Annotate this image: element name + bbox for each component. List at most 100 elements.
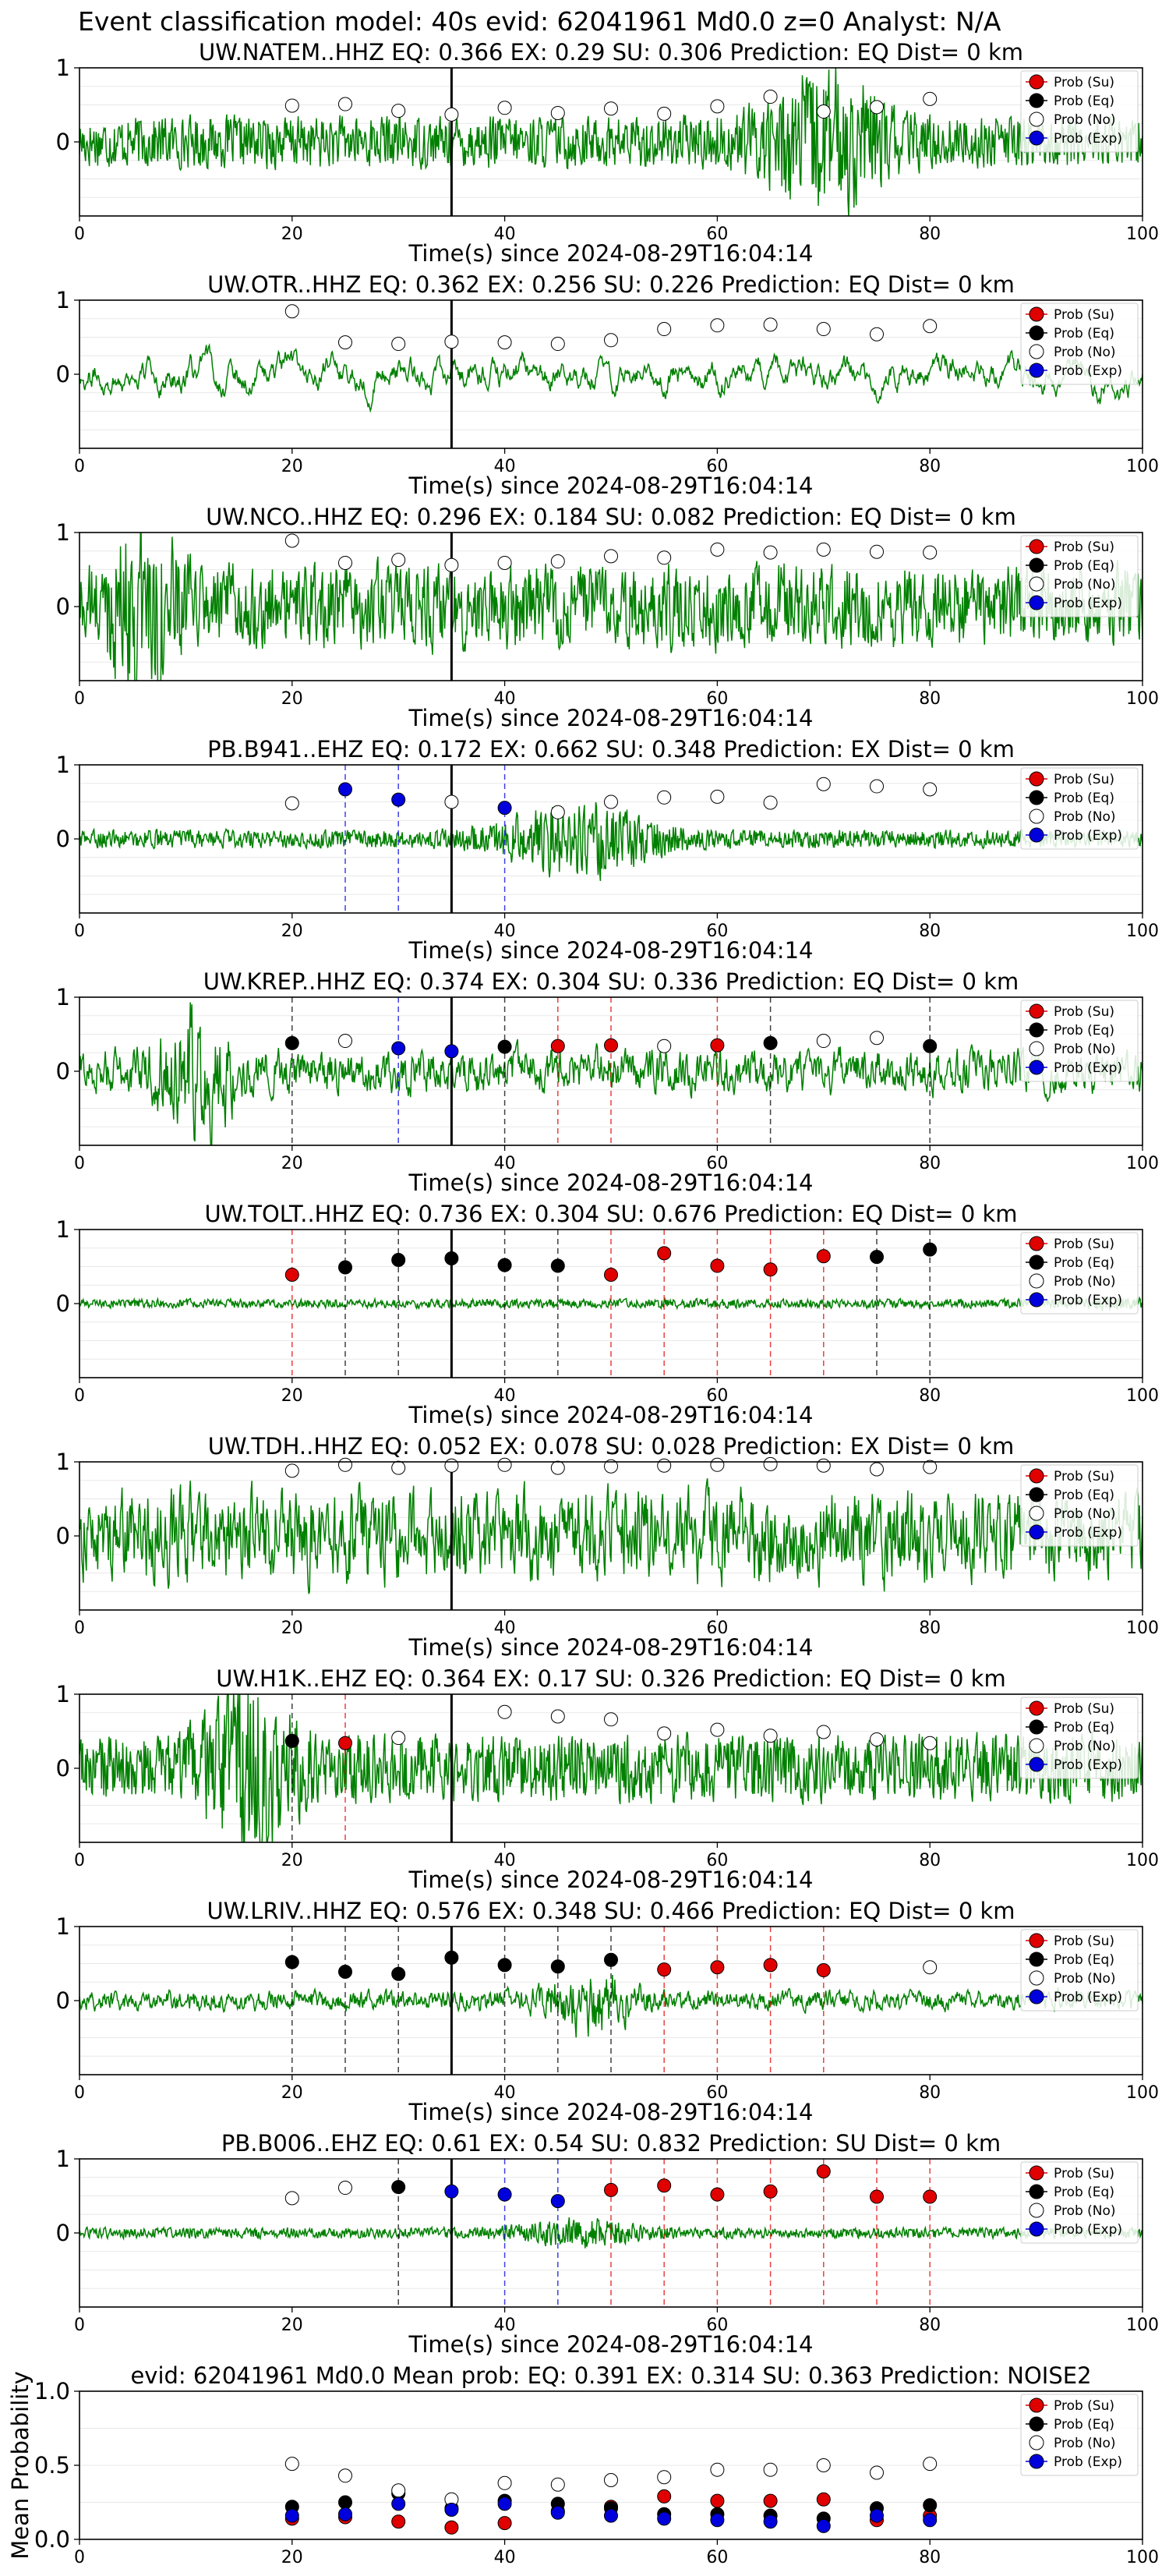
point-no xyxy=(710,318,725,333)
point-su xyxy=(710,1258,725,1273)
legend-label-su: Prob (Su) xyxy=(1054,1934,1114,1949)
mean-point-su xyxy=(710,2493,725,2508)
plot-area xyxy=(79,1927,1143,2075)
point-eq xyxy=(497,1039,512,1054)
legend-marker-no xyxy=(1029,344,1044,359)
legend-label-exp: Prob (Exp) xyxy=(1054,1060,1122,1076)
point-su xyxy=(338,1736,352,1750)
legend-marker-su xyxy=(1029,306,1044,322)
y-tick-label: 0 xyxy=(56,129,70,155)
point-eq xyxy=(763,1035,778,1050)
subplot-title: UW.KREP..HHZ EQ: 0.374 EX: 0.304 SU: 0.3… xyxy=(203,968,1019,995)
mean-point-exp xyxy=(870,2508,884,2523)
plot-area xyxy=(79,1694,1143,1842)
x-axis-label: Time(s) since 2024-08-29T16:04:14 xyxy=(408,1634,814,1661)
x-tick-label: 20 xyxy=(281,2083,303,2103)
axes-frame xyxy=(79,1693,1143,1843)
legend-marker-exp xyxy=(1029,2454,1044,2469)
x-axis-label: Time(s) since 2024-08-29T16:04:14 xyxy=(408,472,814,499)
mean-point-eq xyxy=(923,2498,938,2513)
point-eq xyxy=(391,2180,406,2195)
legend-marker-su xyxy=(1029,1236,1044,1251)
y-tick-label: 0 xyxy=(56,1987,70,2014)
legend-box xyxy=(1020,767,1139,850)
legend-marker-eq xyxy=(1029,93,1044,108)
point-no xyxy=(870,1732,884,1746)
y-tick-label: 0.0 xyxy=(34,2526,70,2553)
legend-label-exp: Prob (Exp) xyxy=(1054,2222,1122,2238)
legend-marker-eq xyxy=(1029,1022,1044,1038)
point-no xyxy=(657,550,672,565)
mean-point-no xyxy=(497,2475,512,2490)
subplot-uw-lriv-hhz: UW.LRIV..HHZ EQ: 0.576 EX: 0.348 SU: 0.4… xyxy=(56,1898,1159,2125)
point-eq xyxy=(497,1958,512,1973)
x-tick-label: 60 xyxy=(706,689,728,709)
point-no xyxy=(710,1457,725,1472)
legend-label-no: Prob (No) xyxy=(1054,1506,1116,1522)
point-no xyxy=(391,1460,406,1475)
point-exp xyxy=(444,1044,459,1059)
point-no xyxy=(657,1458,672,1473)
x-axis-label: Time(s) since 2024-08-29T16:04:14 xyxy=(408,2099,814,2125)
point-no xyxy=(763,90,778,104)
point-su xyxy=(763,1958,778,1973)
point-su xyxy=(604,1038,618,1053)
legend-marker-exp xyxy=(1029,1060,1044,1075)
point-no xyxy=(444,557,459,572)
x-tick-label: 100 xyxy=(1126,2316,1159,2335)
legend-marker-su xyxy=(1029,1933,1044,1948)
legend-label-eq: Prob (Eq) xyxy=(1054,2417,1114,2433)
subplot-pb-b006-ehz: PB.B006..EHZ EQ: 0.61 EX: 0.54 SU: 0.832… xyxy=(56,2130,1159,2358)
subplot-uw-nco-hhz: UW.NCO..HHZ EQ: 0.296 EX: 0.184 SU: 0.08… xyxy=(56,504,1159,731)
legend-label-no: Prob (No) xyxy=(1054,1739,1116,1754)
waveform-trace xyxy=(79,68,1143,216)
x-tick-label: 60 xyxy=(706,922,728,941)
subplot-uw-tdh-hhz: UW.TDH..HHZ EQ: 0.052 EX: 0.078 SU: 0.02… xyxy=(56,1433,1159,1661)
legend-label-eq: Prob (Eq) xyxy=(1054,1255,1114,1271)
x-tick-label: 100 xyxy=(1126,1386,1159,1406)
x-tick-label: 40 xyxy=(494,2548,516,2567)
waveform-trace xyxy=(79,1477,1143,1594)
waveform-trace xyxy=(79,533,1143,681)
point-su xyxy=(923,2189,938,2204)
point-no xyxy=(284,2191,299,2206)
axes-frame xyxy=(79,1229,1143,1378)
legend-marker-exp xyxy=(1029,130,1044,146)
legend-label-no: Prob (No) xyxy=(1054,112,1116,128)
point-no xyxy=(550,554,565,569)
x-tick-label: 100 xyxy=(1126,1619,1159,1638)
axes-frame xyxy=(79,764,1143,914)
point-eq xyxy=(391,1966,406,1981)
legend-marker-no xyxy=(1029,809,1044,824)
point-eq xyxy=(923,1242,938,1257)
mean-point-eq xyxy=(338,2495,352,2510)
x-tick-label: 60 xyxy=(706,2083,728,2103)
legend-box xyxy=(1020,2161,1139,2244)
subplot-title: UW.NATEM..HHZ EQ: 0.366 EX: 0.29 SU: 0.3… xyxy=(199,39,1023,65)
waveform-trace xyxy=(79,2217,1143,2249)
y-tick-label: 0 xyxy=(56,361,70,387)
x-tick-label: 60 xyxy=(706,1619,728,1638)
x-tick-label: 20 xyxy=(281,2548,303,2567)
legend-marker-su xyxy=(1029,2165,1044,2181)
y-tick-label: 0 xyxy=(56,1523,70,1549)
point-no xyxy=(816,1458,831,1473)
subplot-title: PB.B006..EHZ EQ: 0.61 EX: 0.54 SU: 0.832… xyxy=(221,2130,1001,2157)
mean-point-exp xyxy=(444,2503,459,2517)
legend-marker-exp xyxy=(1029,2221,1044,2237)
point-no xyxy=(657,106,672,121)
legend-marker-eq xyxy=(1029,1254,1044,1270)
point-no xyxy=(870,100,884,115)
point-exp xyxy=(391,1041,406,1056)
x-tick-label: 60 xyxy=(706,225,728,244)
x-axis-label: Time(s) since 2024-08-29T16:04:14 xyxy=(408,937,814,964)
axes-frame xyxy=(79,2390,1143,2540)
legend-marker-su xyxy=(1029,2397,1044,2413)
waveform-trace xyxy=(79,1694,1143,1842)
point-no xyxy=(710,1722,725,1737)
point-no xyxy=(816,322,831,337)
point-no xyxy=(710,542,725,557)
y-tick-label: 1 xyxy=(56,2146,70,2172)
point-exp xyxy=(497,801,512,816)
legend-label-su: Prob (Su) xyxy=(1054,1469,1114,1484)
